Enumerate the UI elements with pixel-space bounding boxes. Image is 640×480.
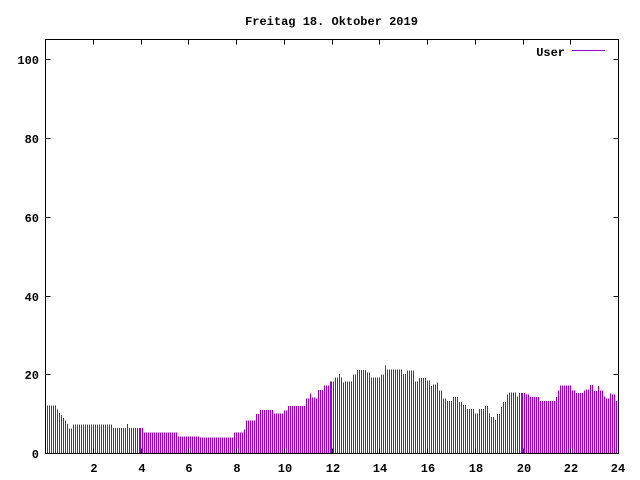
svg-text:10: 10	[278, 462, 292, 476]
svg-text:14: 14	[373, 462, 387, 476]
svg-text:4: 4	[138, 462, 145, 476]
svg-text:Freitag 18. Oktober 2019: Freitag 18. Oktober 2019	[245, 15, 418, 29]
svg-text:40: 40	[25, 291, 39, 305]
svg-text:12: 12	[326, 462, 340, 476]
svg-text:18: 18	[469, 462, 483, 476]
svg-text:60: 60	[25, 212, 39, 226]
svg-text:20: 20	[25, 369, 39, 383]
svg-text:20: 20	[517, 462, 531, 476]
svg-text:2: 2	[90, 462, 97, 476]
svg-text:22: 22	[564, 462, 578, 476]
svg-text:6: 6	[185, 462, 192, 476]
svg-text:16: 16	[421, 462, 435, 476]
svg-text:80: 80	[25, 133, 39, 147]
svg-text:24: 24	[611, 462, 625, 476]
svg-text:User: User	[536, 46, 565, 60]
svg-text:0: 0	[32, 448, 39, 462]
svg-text:8: 8	[233, 462, 240, 476]
svg-text:100: 100	[17, 54, 39, 68]
